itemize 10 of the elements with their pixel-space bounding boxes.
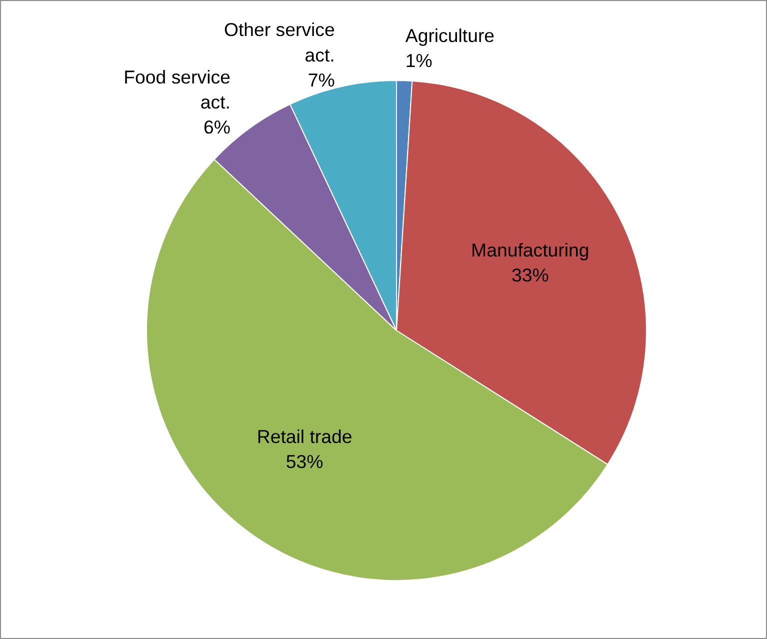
- data-label: 1%: [405, 50, 432, 72]
- data-label: 53%: [286, 451, 324, 472]
- slice-label: Agriculture: [405, 25, 495, 46]
- data-label: 33%: [511, 264, 549, 286]
- data-label: 7%: [308, 70, 335, 91]
- slice-label: Other service act.: [224, 19, 335, 66]
- slice-label: Manufacturing: [471, 239, 590, 260]
- data-label: 6%: [203, 116, 230, 138]
- slice-label: Retail trade: [256, 426, 352, 447]
- slice-label: Food service act.: [124, 66, 230, 112]
